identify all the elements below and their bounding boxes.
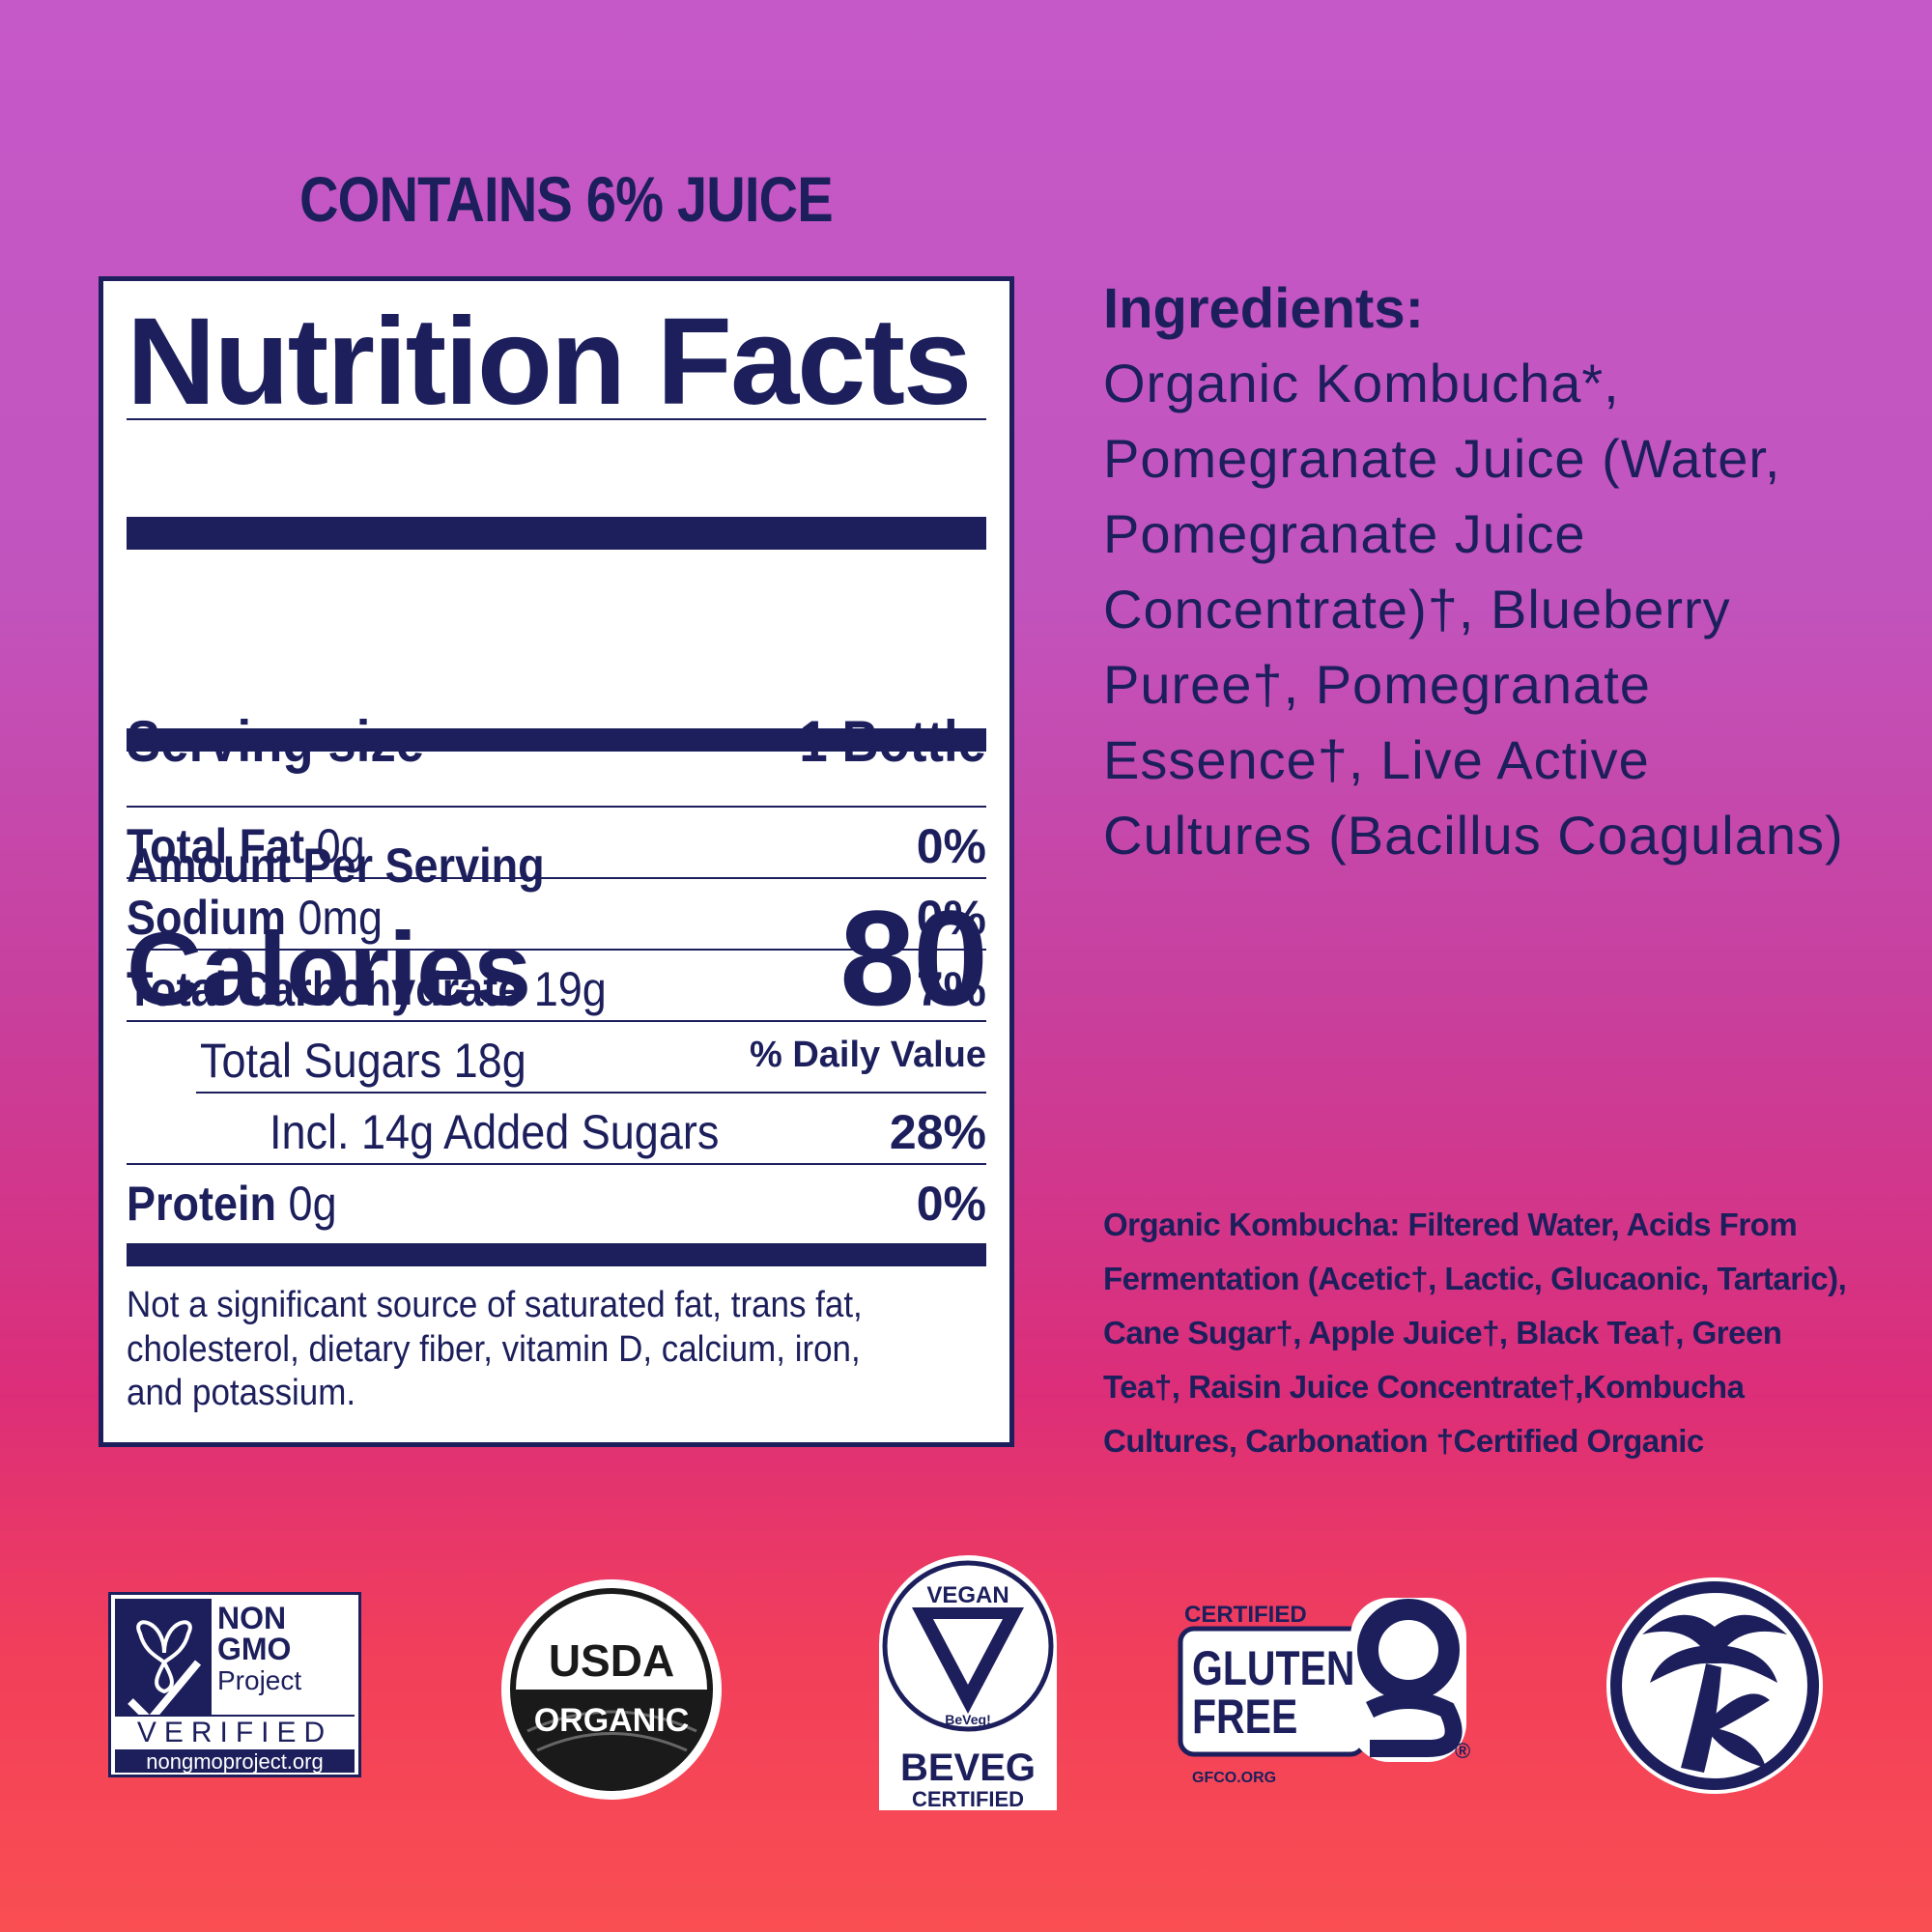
nutrient-row-sodium: Sodium 0mg 0% [127,882,986,953]
gf-g-icon [1178,1598,1466,1762]
divider-thin [127,806,986,808]
nutrient-amount: Incl. 14g Added Sugars [270,1105,720,1159]
nutrient-row-total-fat: Total Fat 0g 0% [127,810,986,882]
nutrition-footnote: Not a significant source of saturated fa… [127,1285,863,1414]
nutrient-amount: 0g [288,1177,337,1231]
divider-thin [127,877,986,879]
calories-label: Calories [127,910,531,1027]
ingredients-list: Organic Kombucha*, Pomegranate Juice (Wa… [1103,353,1844,866]
nutrient-row-total-sugars: Total Sugars 18g [200,1025,986,1096]
usda-line2: ORGANIC [533,1702,690,1739]
nutrition-facts-title: Nutrition Facts [127,293,972,431]
nongmo-line3: Project [217,1665,302,1695]
nutrition-facts-panel: Nutrition Facts Serving size 1 Bottle Am… [99,276,1014,1447]
divider-thick [127,517,986,550]
nutrient-amount: 19g [533,962,607,1016]
nutrient-dv: 28% [889,1105,986,1159]
nongmo-url: nongmoproject.org [146,1749,324,1774]
divider-thin [127,418,986,420]
usda-line1: USDA [548,1635,675,1686]
nutrient-amount: Total Sugars 18g [200,1034,526,1088]
vegan-bottom1: BEVEG [899,1747,1037,1789]
ingredients-title: Ingredients: [1103,277,1424,340]
divider-medium [127,1243,986,1266]
nutrient-dv: 0% [916,1177,986,1231]
nutrient-name: Protein [127,1177,277,1231]
gf-registered-mark: ® [1455,1739,1471,1763]
vegan-top-label: VEGAN [926,1582,1009,1608]
nongmo-verified: VERIFIED [136,1717,333,1748]
usda-seal-icon [501,1579,722,1800]
calories-value: 80 [839,882,988,1034]
vegan-badge: VEGAN BeVeg! BEVEG CERTIFIED [873,1549,1063,1820]
divider-thin [127,1163,986,1165]
butterfly-icon [115,1599,355,1773]
vegan-bottom2: CERTIFIED [911,1787,1025,1811]
nutrient-dv: 7% [916,962,986,1016]
non-gmo-badge: NON GMO Project VERIFIED nongmoproject.o… [108,1592,361,1777]
gluten-free-badge: CERTIFIED GLUTEN FREE GFCO.ORG ® [1177,1594,1486,1797]
gf-line2: FREE [1192,1690,1298,1744]
gf-line1: GLUTEN [1192,1641,1355,1695]
gf-top-label: CERTIFIED [1184,1602,1307,1628]
nutrient-dv: 0% [916,819,986,873]
amount-per-serving-label: Amount Per Serving [127,838,545,893]
nutrient-name: Sodium [127,891,286,945]
gf-url: GFCO.ORG [1192,1770,1277,1786]
kombucha-ingredients-note: Organic Kombucha: Filtered Water, Acids … [1103,1207,1847,1459]
divider-thin [127,949,986,951]
nongmo-line2: GMO [217,1632,292,1666]
nutrient-name: Total Carbohydrate [127,962,523,1016]
nutrient-amount: 0mg [298,891,384,945]
divider-thin [196,1092,986,1094]
usda-organic-badge: USDA ORGANIC [498,1577,724,1803]
nutrient-amount: 0g [316,819,365,873]
nutrient-row-protein: Protein 0g 0% [127,1168,986,1239]
divider-thin [127,1020,986,1022]
nutrient-row-total-carbohydrate: Total Carbohydrate 19g 7% [127,953,986,1025]
daily-value-header: % Daily Value [749,1035,986,1075]
palm-tree-k-logo-icon [1604,1575,1826,1797]
juice-content-note: CONTAINS 6% JUICE [299,163,834,235]
nongmo-line1: NON [217,1601,287,1635]
calories-row: Calories 80 [127,880,988,1037]
vegan-v-icon [879,1555,1057,1810]
vegan-mid-label: BeVeg! [945,1712,991,1727]
nutrient-row-added-sugars: Incl. 14g Added Sugars 28% [270,1096,986,1168]
nutrient-name: Total Fat [127,819,305,873]
divider-medium [127,728,986,752]
nutrient-dv: 0% [916,891,986,945]
